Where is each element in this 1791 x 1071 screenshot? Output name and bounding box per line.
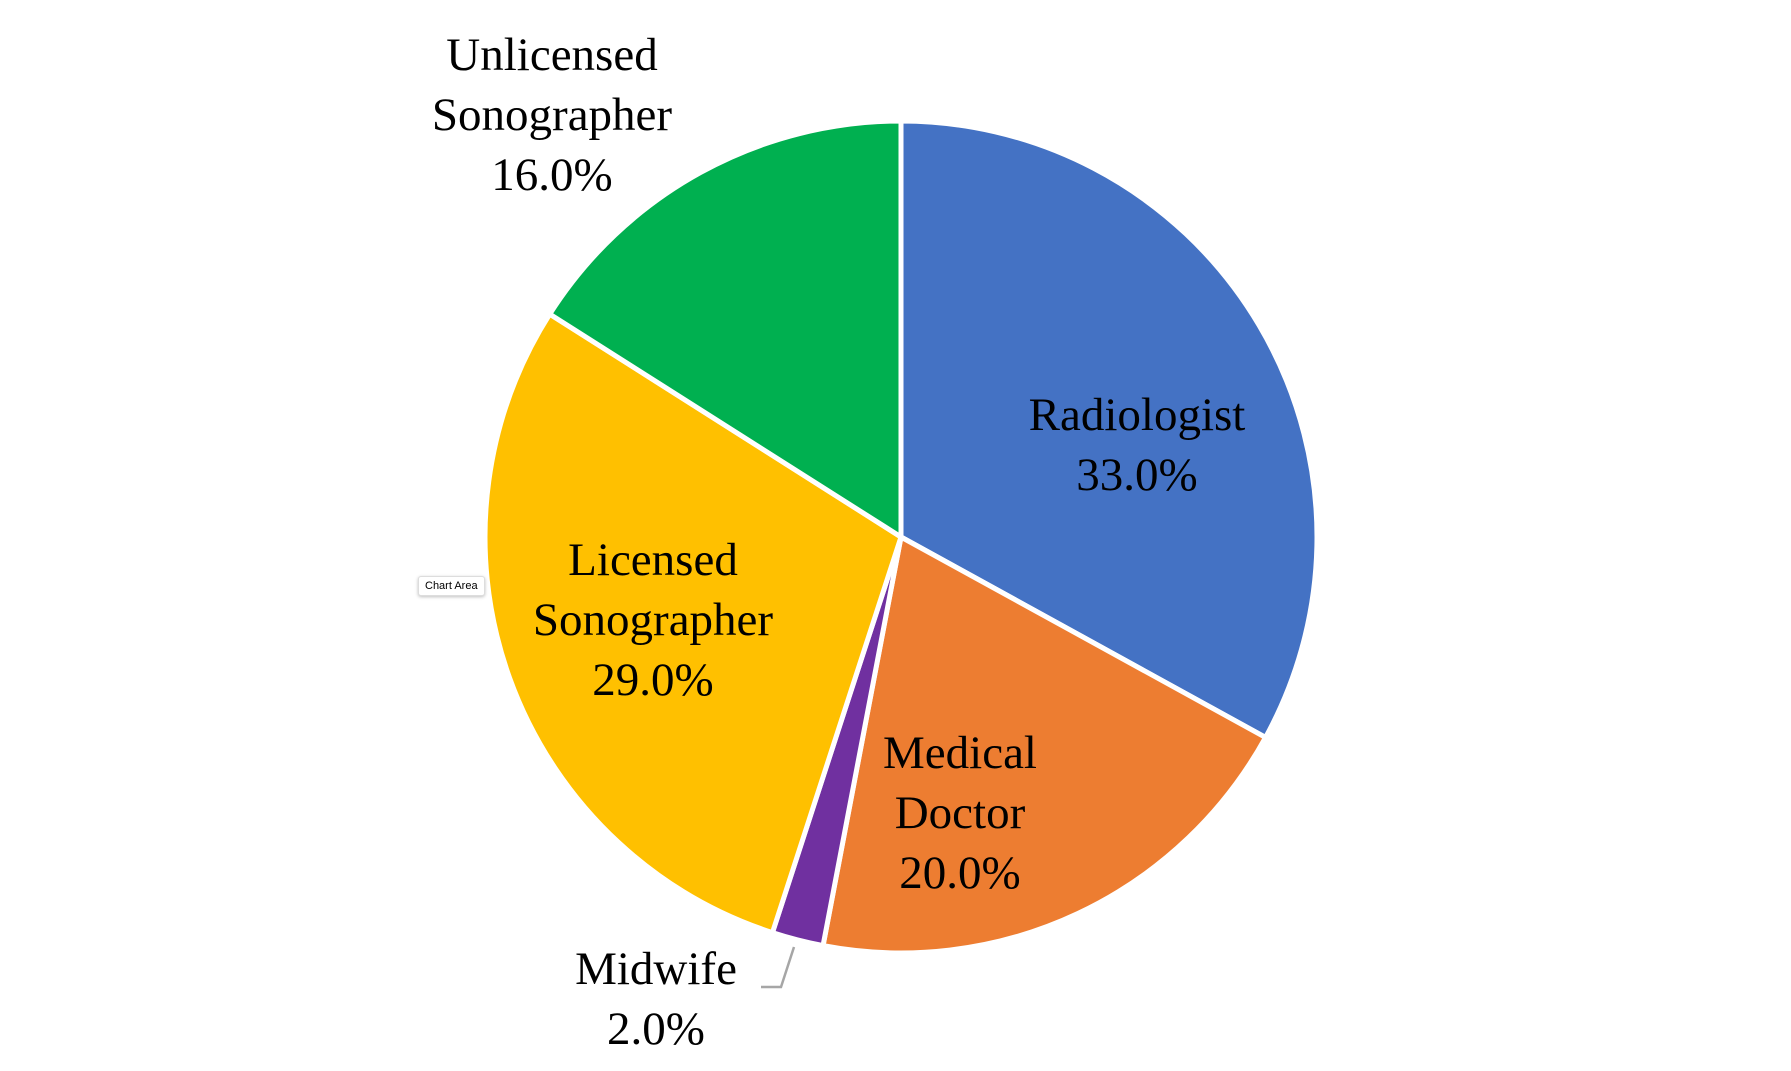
slice-label: Radiologist 33.0% (992, 385, 1282, 505)
value-label: 29.0% (592, 654, 714, 706)
category-label: Midwife (575, 943, 737, 995)
category-label: Unlicensed Sonographer (431, 29, 673, 141)
pie-slice (898, 118, 1320, 740)
pie-slice (482, 311, 904, 936)
pie-slice (820, 534, 1269, 956)
leader-line (761, 946, 796, 989)
value-label: 16.0% (491, 149, 613, 201)
slice-label: Licensed Sonographer 29.0% (508, 530, 798, 710)
category-label: Radiologist (1028, 389, 1246, 441)
pie-slice (547, 118, 904, 540)
value-label: 20.0% (899, 847, 1021, 899)
category-label: Licensed Sonographer (532, 534, 774, 646)
value-label: 33.0% (1076, 449, 1198, 501)
value-label: 2.0% (607, 1003, 705, 1055)
slice-label: Medical Doctor 20.0% (815, 723, 1105, 903)
slice-label: Midwife 2.0% (511, 939, 801, 1059)
tooltip: Chart Area (418, 576, 485, 596)
category-label: Medical Doctor (883, 727, 1037, 839)
slice-label: Unlicensed Sonographer 16.0% (407, 25, 697, 205)
